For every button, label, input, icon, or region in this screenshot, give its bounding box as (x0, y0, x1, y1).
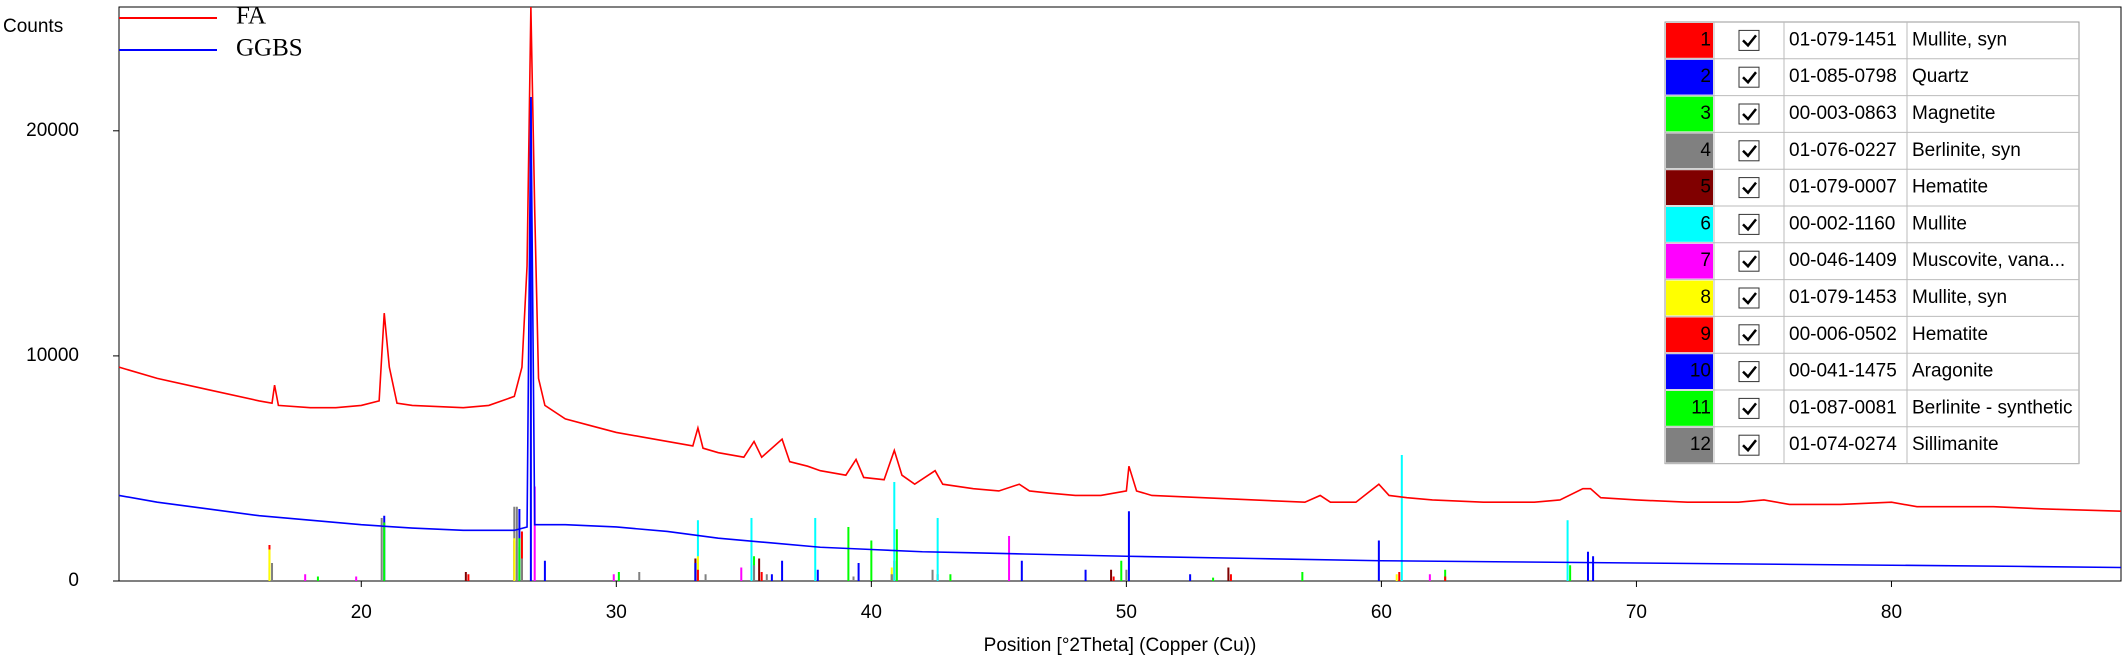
plot-frame (118, 6, 2122, 582)
phase-swatch (1666, 96, 1713, 132)
y-tick-label: 0 (68, 570, 79, 591)
check-mark (1742, 255, 1757, 269)
phase-checkbox[interactable] (1738, 177, 1760, 199)
phase-checkbox[interactable] (1738, 434, 1760, 456)
phase-checkbox[interactable] (1738, 287, 1760, 309)
phase-name: Quartz (1912, 66, 1969, 87)
phase-swatch (1666, 23, 1713, 58)
check-mark (1742, 292, 1757, 305)
phase-checkbox[interactable] (1738, 213, 1760, 235)
x-tick-label: 80 (1881, 602, 1902, 623)
phase-swatch (1666, 170, 1713, 205)
phase-code: 00-002-1160 (1789, 213, 1895, 234)
phase-code: 00-003-0863 (1789, 103, 1897, 124)
legend-label: GGBS (236, 35, 303, 62)
check-mark (1742, 71, 1757, 85)
x-tick-label: 40 (861, 602, 882, 623)
phase-swatch (1666, 243, 1713, 279)
phase-name: Berlinite, syn (1912, 140, 2021, 161)
x-tick-label: 60 (1371, 602, 1392, 623)
series-line (118, 6, 2122, 513)
check-mark (1742, 34, 1757, 48)
phase-swatch (1666, 59, 1713, 95)
phase-code: 00-046-1409 (1789, 250, 1897, 271)
check-mark (1742, 402, 1757, 416)
phase-name: Mullite, syn (1912, 29, 2007, 50)
phase-name: Hematite (1912, 177, 1988, 198)
y-axis-label: Counts (3, 16, 63, 37)
phase-swatch (1666, 354, 1713, 389)
phase-name: Muscovite, vana... (1912, 250, 2065, 271)
phase-swatch (1666, 317, 1713, 353)
phase-id: 7 (1700, 250, 1711, 271)
x-tick-label: 20 (351, 602, 372, 623)
check-mark (1742, 145, 1757, 158)
phase-code: 01-079-1453 (1789, 287, 1897, 308)
phase-name: Sillimanite (1912, 434, 1999, 455)
phase-swatch (1666, 391, 1713, 426)
phase-name: Mullite, syn (1912, 287, 2007, 308)
phase-name: Hematite (1912, 324, 1988, 345)
phase-code: 01-087-0081 (1789, 397, 1897, 418)
phase-code: 01-076-0227 (1789, 140, 1897, 161)
phase-checkbox[interactable] (1738, 140, 1760, 162)
phase-code: 01-079-1451 (1789, 29, 1897, 50)
phase-code: 01-074-0274 (1789, 434, 1897, 455)
phase-checkbox[interactable] (1738, 103, 1760, 125)
phase-name: Mullite (1912, 213, 1967, 234)
phase-checkbox[interactable] (1738, 361, 1760, 383)
phase-checkbox[interactable] (1738, 250, 1760, 272)
phase-checkbox[interactable] (1738, 397, 1760, 419)
phase-swatch (1666, 207, 1713, 242)
phase-swatch (1666, 280, 1713, 316)
legend-label: FA (236, 3, 266, 30)
phase-id: 3 (1700, 103, 1711, 124)
series-line (118, 97, 2122, 569)
check-mark (1742, 365, 1757, 379)
phase-swatch (1666, 427, 1713, 463)
phase-id: 6 (1700, 213, 1711, 234)
phase-id: 12 (1690, 434, 1711, 455)
phase-id: 10 (1690, 361, 1711, 382)
phase-id: 11 (1691, 397, 1711, 418)
phase-id: 9 (1700, 324, 1711, 345)
phase-id: 8 (1700, 287, 1711, 308)
phase-swatch (1666, 133, 1713, 169)
phase-code: 00-006-0502 (1789, 324, 1897, 345)
phase-id: 5 (1700, 177, 1711, 198)
phase-name: Magnetite (1912, 103, 1995, 124)
x-axis-label: Position [°2Theta] (Copper (Cu)) (984, 635, 1257, 656)
phase-checkbox[interactable] (1738, 29, 1760, 51)
phase-checkbox[interactable] (1738, 324, 1760, 346)
y-tick-label: 10000 (26, 345, 79, 366)
check-mark (1742, 439, 1757, 453)
x-tick-label: 70 (1626, 602, 1647, 623)
phase-id: 1 (1700, 29, 1711, 50)
phase-code: 00-041-1475 (1789, 361, 1897, 382)
phase-code: 01-085-0798 (1789, 66, 1897, 87)
check-mark (1742, 329, 1757, 342)
phase-name: Berlinite - synthetic (1912, 397, 2073, 418)
phase-checkbox[interactable] (1738, 66, 1760, 88)
x-tick-label: 50 (1116, 602, 1137, 623)
y-tick-label: 20000 (26, 120, 79, 141)
check-mark (1742, 108, 1757, 121)
phase-code: 01-079-0007 (1789, 177, 1897, 198)
phase-id: 2 (1700, 66, 1711, 87)
phase-id: 4 (1700, 140, 1711, 161)
check-mark (1742, 181, 1757, 195)
check-mark (1742, 218, 1757, 232)
phase-name: Aragonite (1912, 361, 1993, 382)
x-tick-label: 30 (606, 602, 627, 623)
